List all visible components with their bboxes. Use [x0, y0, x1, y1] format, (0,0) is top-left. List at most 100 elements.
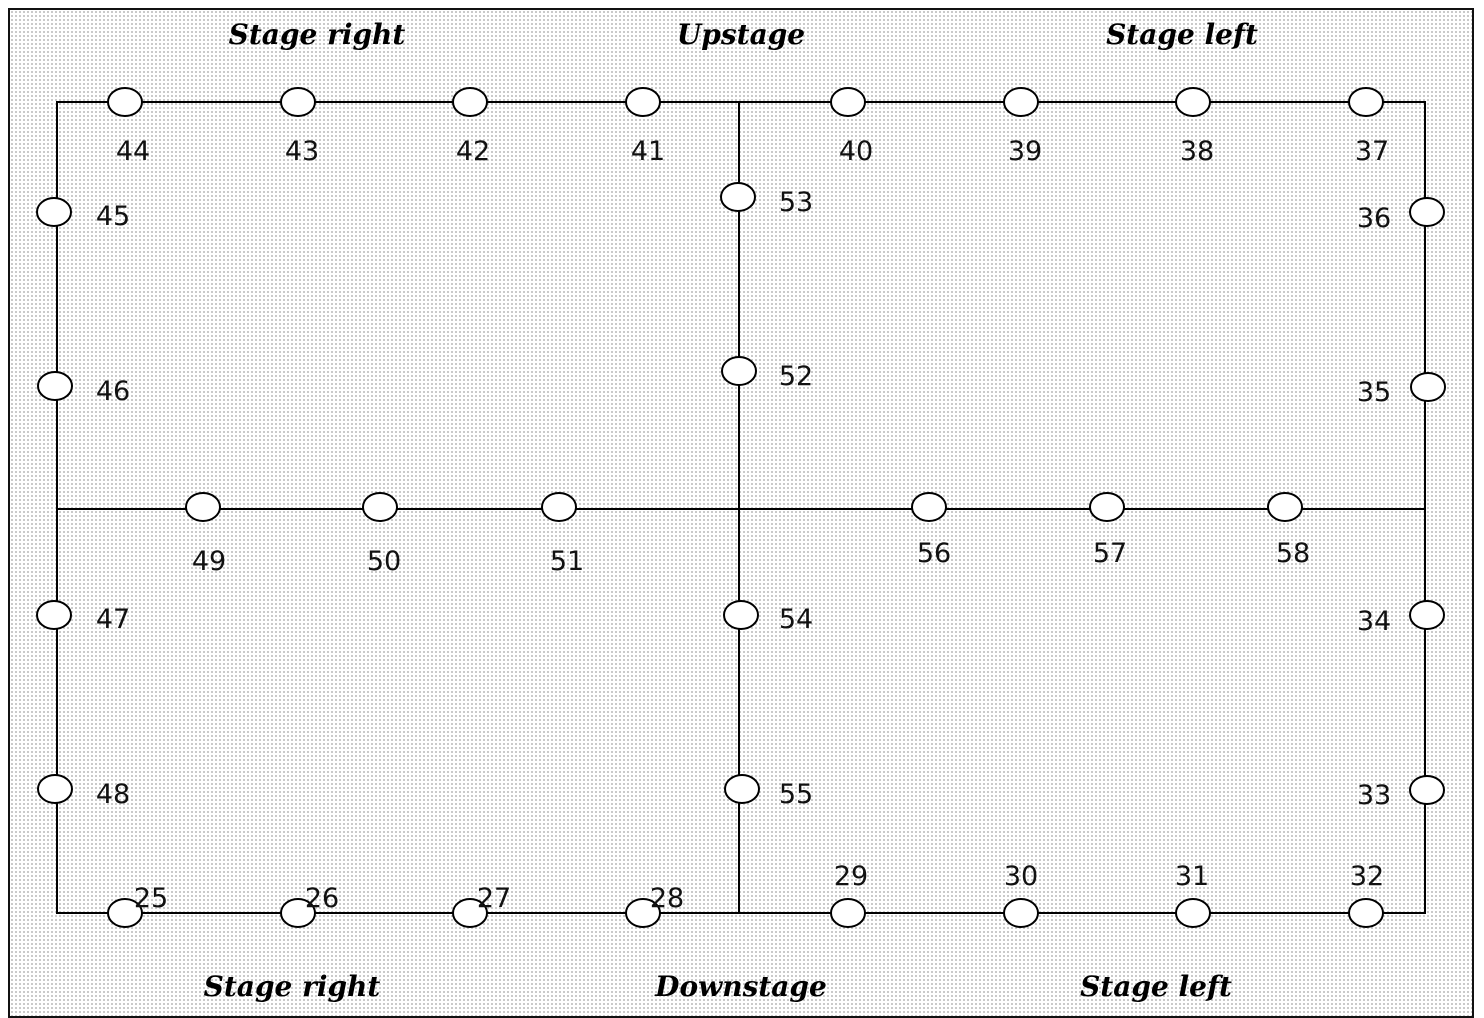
diagram-frame — [8, 8, 1474, 1018]
position-52: 52 — [721, 356, 813, 392]
position-label-57: 57 — [1093, 538, 1127, 569]
position-marker-35 — [1410, 372, 1446, 402]
position-label-28: 28 — [650, 883, 684, 914]
position-51: 51 — [541, 492, 584, 577]
position-label-39: 39 — [1008, 136, 1042, 167]
position-35: 35 — [1357, 372, 1446, 408]
position-label-33: 33 — [1357, 780, 1391, 811]
position-41: 41 — [625, 87, 665, 167]
position-label-29: 29 — [834, 861, 868, 892]
position-44: 44 — [107, 87, 150, 167]
position-marker-52 — [721, 356, 757, 386]
position-33: 33 — [1357, 775, 1445, 811]
position-label-48: 48 — [96, 779, 130, 810]
position-label-30: 30 — [1004, 861, 1038, 892]
stage-outline — [56, 101, 1426, 914]
position-26: 26 — [280, 883, 339, 928]
position-label-56: 56 — [917, 538, 951, 569]
position-38: 38 — [1175, 87, 1214, 167]
position-58: 58 — [1267, 492, 1310, 569]
position-marker-33 — [1409, 775, 1445, 805]
position-marker-41 — [625, 87, 661, 117]
position-56: 56 — [911, 492, 951, 569]
position-34: 34 — [1357, 600, 1445, 637]
position-25: 25 — [107, 883, 168, 928]
position-label-35: 35 — [1357, 377, 1391, 408]
position-marker-57 — [1089, 492, 1125, 522]
position-label-41: 41 — [631, 136, 665, 167]
position-50: 50 — [362, 492, 401, 577]
position-marker-36 — [1409, 197, 1445, 227]
position-47: 47 — [36, 600, 130, 635]
position-marker-50 — [362, 492, 398, 522]
position-label-44: 44 — [116, 136, 150, 167]
position-label-40: 40 — [839, 136, 873, 167]
position-marker-49 — [185, 492, 221, 522]
heading-bottom-stage-left: Stage left — [1080, 970, 1232, 1003]
position-30: 30 — [1003, 861, 1039, 928]
position-marker-28 — [625, 898, 661, 928]
position-marker-43 — [280, 87, 316, 117]
position-label-46: 46 — [96, 376, 130, 407]
position-label-53: 53 — [779, 187, 813, 218]
position-marker-30 — [1003, 898, 1039, 928]
position-label-37: 37 — [1355, 136, 1389, 167]
position-39: 39 — [1003, 87, 1042, 167]
position-marker-25 — [107, 898, 143, 928]
position-label-34: 34 — [1357, 606, 1391, 637]
position-marker-38 — [1175, 87, 1211, 117]
position-27: 27 — [452, 883, 511, 928]
position-marker-39 — [1003, 87, 1039, 117]
position-label-25: 25 — [134, 883, 168, 914]
position-label-51: 51 — [550, 546, 584, 577]
position-label-27: 27 — [477, 883, 511, 914]
position-marker-47 — [36, 600, 72, 630]
position-marker-58 — [1267, 492, 1303, 522]
position-label-52: 52 — [779, 361, 813, 392]
position-marker-31 — [1175, 898, 1211, 928]
position-label-32: 32 — [1350, 861, 1384, 892]
position-marker-45 — [36, 197, 72, 227]
position-label-38: 38 — [1180, 136, 1214, 167]
heading-upstage: Upstage — [677, 18, 805, 51]
position-marker-29 — [830, 898, 866, 928]
position-45: 45 — [36, 197, 130, 232]
position-label-42: 42 — [456, 136, 490, 167]
position-label-50: 50 — [367, 546, 401, 577]
position-53: 53 — [720, 182, 813, 218]
position-marker-51 — [541, 492, 577, 522]
position-marker-40 — [830, 87, 866, 117]
position-label-26: 26 — [305, 883, 339, 914]
position-32: 32 — [1348, 861, 1384, 928]
heading-downstage: Downstage — [654, 970, 827, 1003]
position-marker-34 — [1409, 600, 1445, 630]
position-marker-54 — [723, 600, 759, 630]
heading-bottom-stage-right: Stage right — [204, 970, 381, 1003]
position-31: 31 — [1175, 861, 1211, 928]
position-40: 40 — [830, 87, 873, 167]
position-48: 48 — [37, 774, 130, 810]
position-marker-44 — [107, 87, 143, 117]
position-marker-55 — [724, 774, 760, 804]
position-marker-37 — [1348, 87, 1384, 117]
positions-layer: 44 43 42 41 40 39 38 37 45 46 47 48 53 52 54 55 36 35 34 33… — [36, 87, 1446, 928]
heading-top-stage-left: Stage left — [1106, 18, 1258, 51]
position-marker-32 — [1348, 898, 1384, 928]
position-55: 55 — [724, 774, 813, 810]
position-marker-53 — [720, 182, 756, 212]
position-label-49: 49 — [192, 546, 226, 577]
position-57: 57 — [1089, 492, 1127, 569]
position-label-58: 58 — [1276, 538, 1310, 569]
position-54: 54 — [723, 600, 813, 635]
position-marker-27 — [452, 898, 488, 928]
position-marker-26 — [280, 898, 316, 928]
position-49: 49 — [185, 492, 226, 577]
position-36: 36 — [1357, 197, 1445, 234]
position-label-43: 43 — [285, 136, 319, 167]
position-label-47: 47 — [96, 604, 130, 635]
position-label-55: 55 — [779, 779, 813, 810]
position-29: 29 — [830, 861, 868, 928]
position-46: 46 — [37, 371, 130, 407]
position-marker-42 — [452, 87, 488, 117]
